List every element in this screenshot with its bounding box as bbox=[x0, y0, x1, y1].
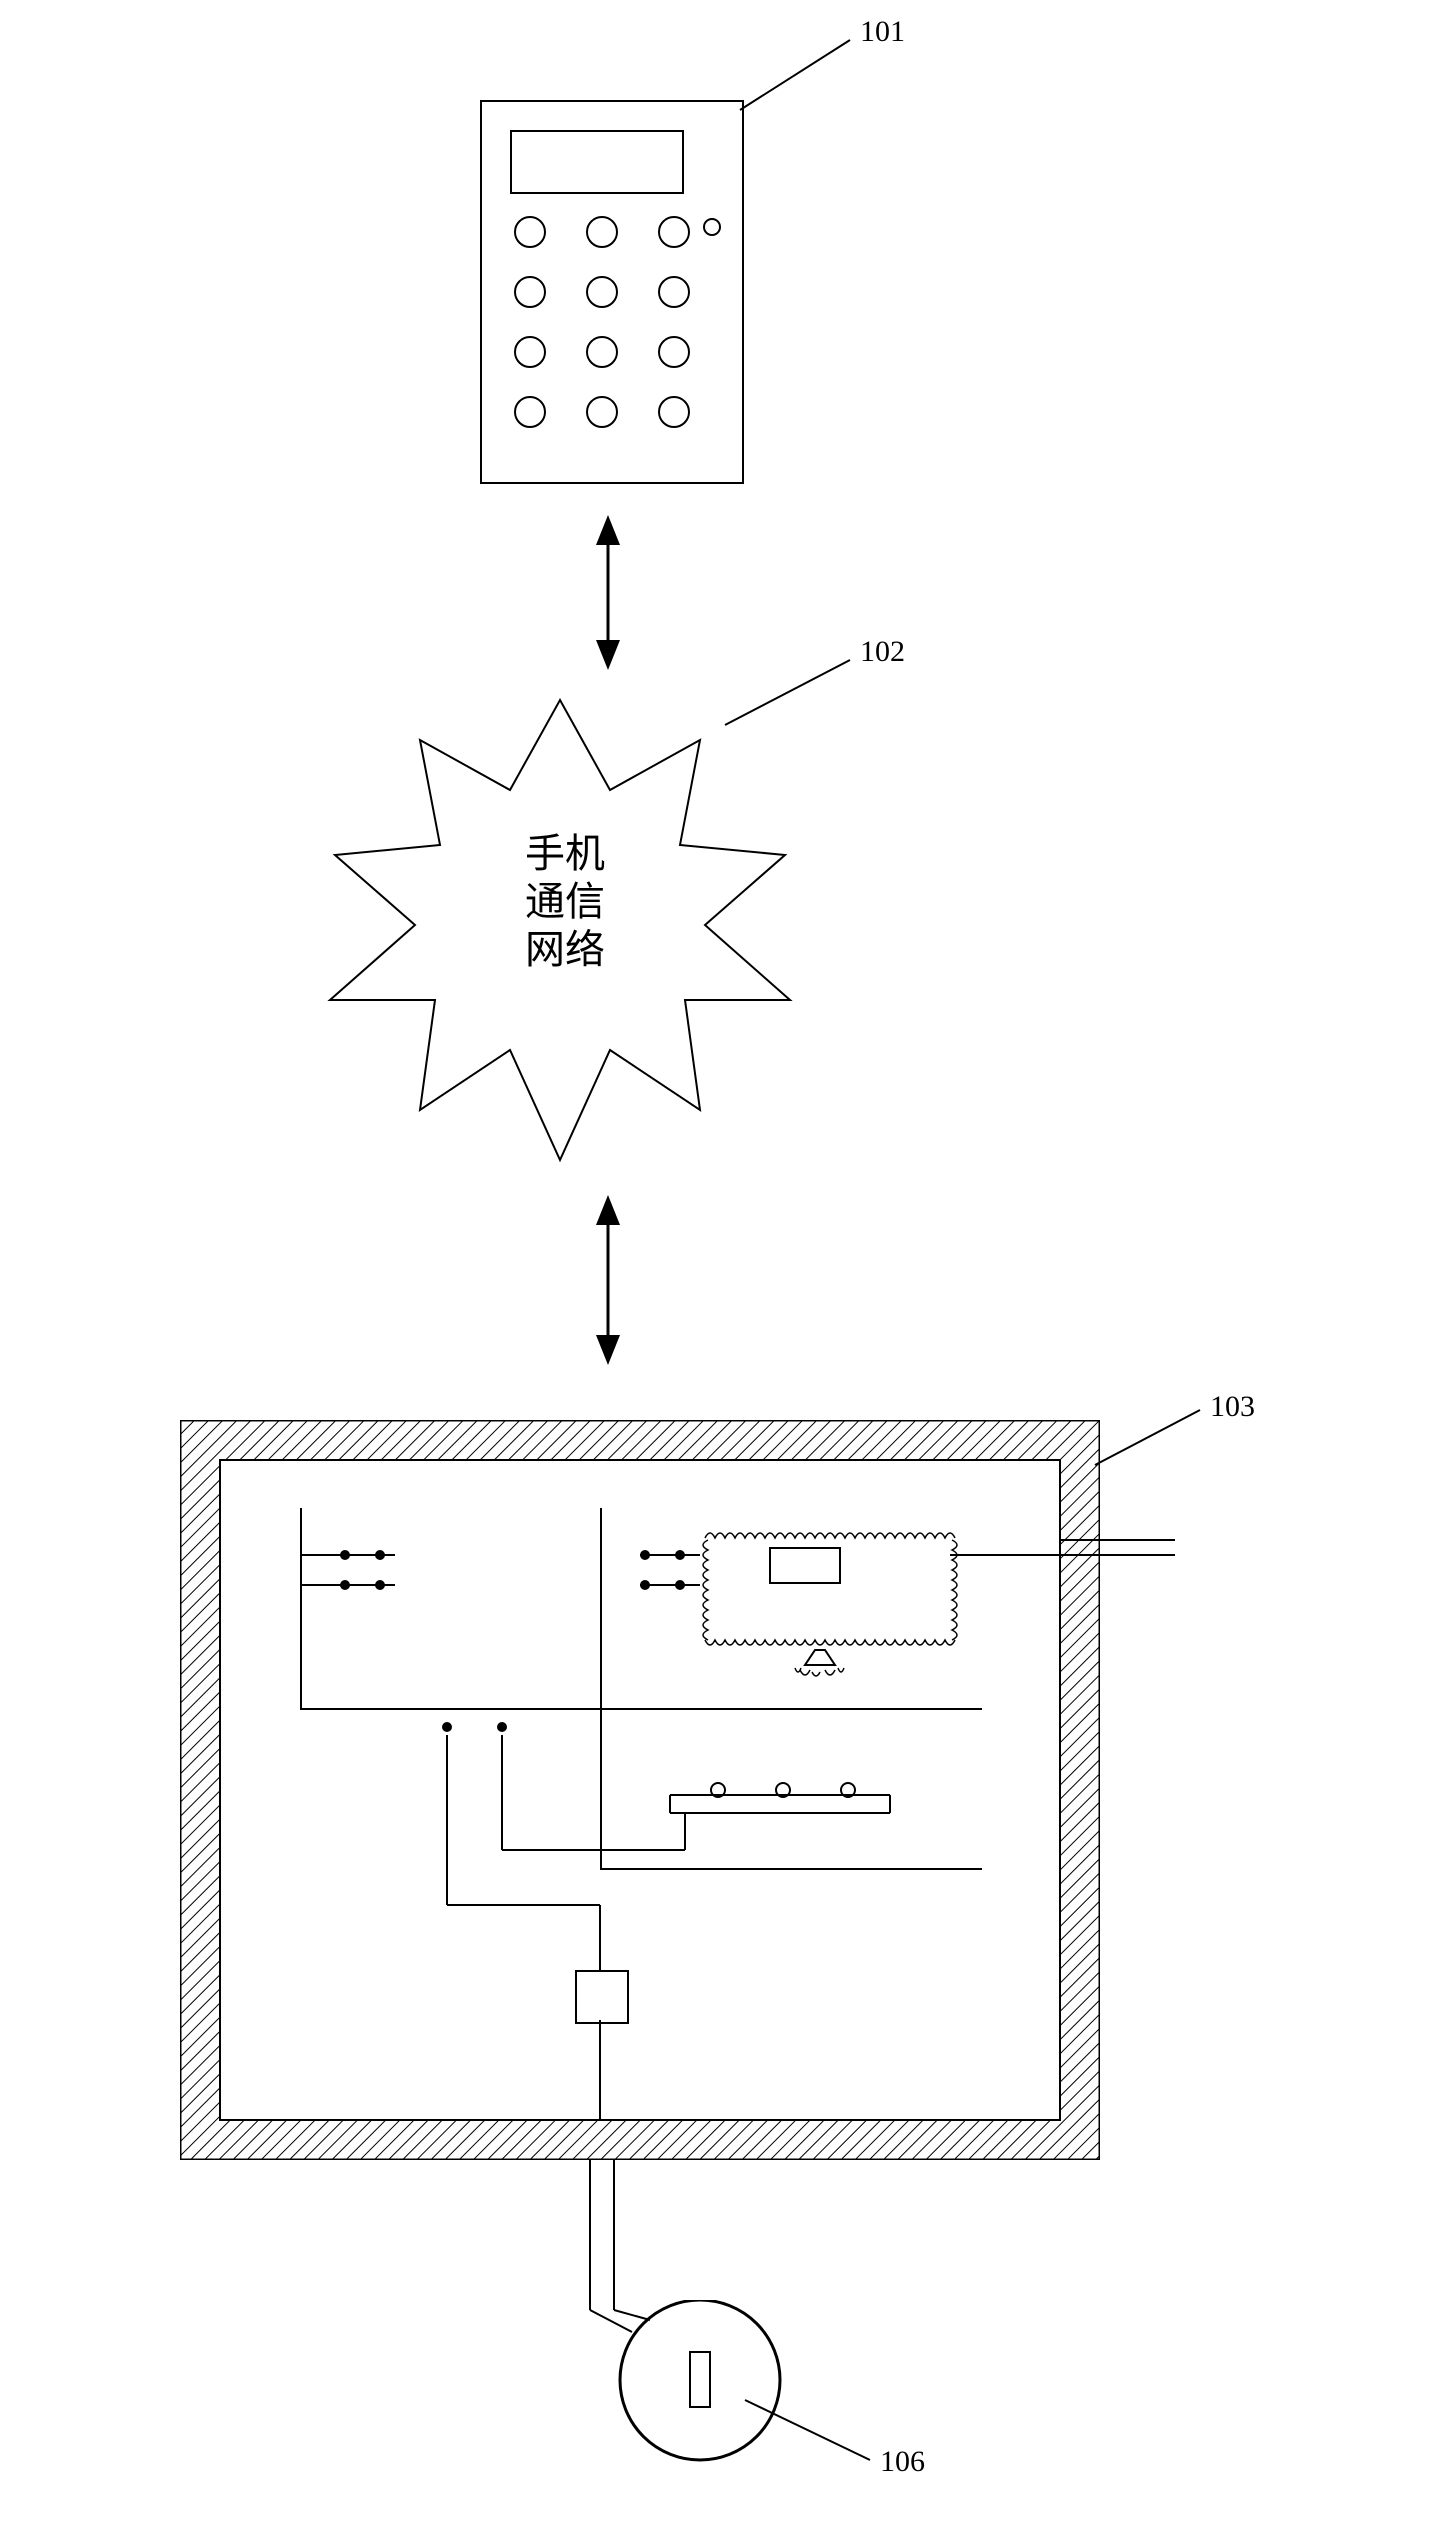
phone-key bbox=[658, 216, 690, 248]
pin-dot bbox=[675, 1550, 685, 1560]
label-103: 103 bbox=[1210, 1390, 1255, 1424]
pin-dot bbox=[442, 1722, 452, 1732]
knob bbox=[520, 2300, 880, 2480]
phone-key bbox=[514, 336, 546, 368]
phone-key bbox=[586, 276, 618, 308]
phone-key bbox=[514, 216, 546, 248]
label-101: 101 bbox=[860, 15, 905, 49]
phone-key bbox=[586, 336, 618, 368]
pin-dot bbox=[375, 1580, 385, 1590]
phone-key bbox=[514, 396, 546, 428]
phone-screen bbox=[510, 130, 684, 194]
phone-key bbox=[514, 276, 546, 308]
phone-key bbox=[658, 336, 690, 368]
pin-dot bbox=[640, 1580, 650, 1590]
pin-dot bbox=[640, 1550, 650, 1560]
phone-key bbox=[658, 396, 690, 428]
phone-key bbox=[658, 276, 690, 308]
pin-dot bbox=[675, 1580, 685, 1590]
bar-dot bbox=[840, 1782, 856, 1798]
bar-dot bbox=[710, 1782, 726, 1798]
pin-dot bbox=[497, 1722, 507, 1732]
diagram-canvas: 101 102 103 106 手机 通信 网络 bbox=[0, 0, 1448, 2535]
bar-dot bbox=[775, 1782, 791, 1798]
pin-dot bbox=[340, 1580, 350, 1590]
chip-module bbox=[700, 1520, 960, 1680]
label-106: 106 bbox=[880, 2445, 925, 2479]
pin-dot bbox=[375, 1550, 385, 1560]
network-label: 手机 通信 网络 bbox=[520, 830, 610, 974]
phone-key bbox=[586, 216, 618, 248]
connector-box bbox=[575, 1970, 629, 2024]
label-102: 102 bbox=[860, 635, 905, 669]
phone-side-key bbox=[703, 218, 721, 236]
phone-key bbox=[586, 396, 618, 428]
pin-dot bbox=[340, 1550, 350, 1560]
